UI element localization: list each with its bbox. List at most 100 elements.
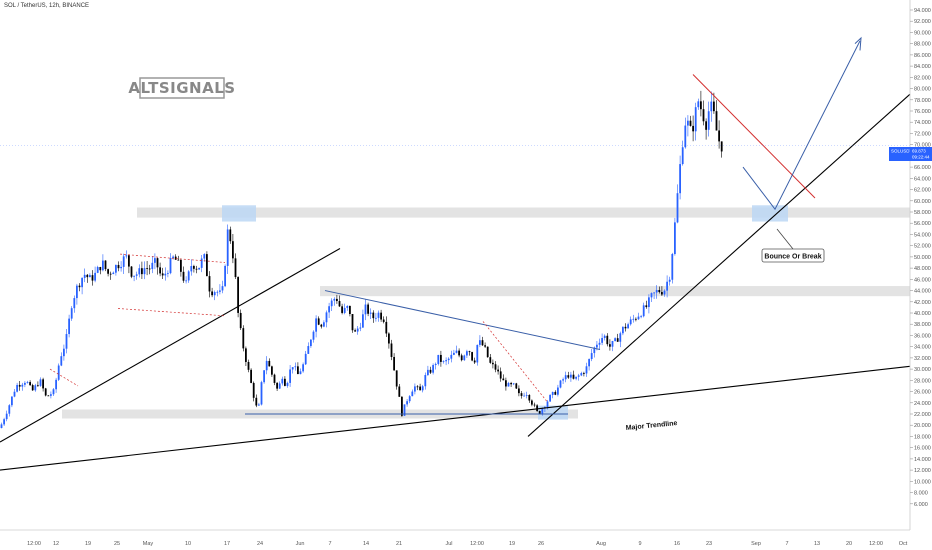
candle-195 xyxy=(507,381,510,387)
bounce-callout: Bounce Or Break xyxy=(761,228,825,263)
candle-87 xyxy=(226,224,229,275)
candle-223 xyxy=(580,371,583,377)
candle-238 xyxy=(619,331,622,348)
candle-104 xyxy=(271,365,273,377)
candle-63 xyxy=(164,267,167,281)
candle-90 xyxy=(234,253,237,280)
candle-35 xyxy=(91,270,94,286)
candle-96 xyxy=(250,368,252,384)
candle-265 xyxy=(689,115,692,127)
candle-267 xyxy=(694,102,697,141)
y-tick-label-14: 66.000 xyxy=(914,165,931,171)
candle-61 xyxy=(159,262,161,277)
candle-8 xyxy=(21,382,24,391)
candle-91 xyxy=(237,276,239,318)
candle-102 xyxy=(265,356,268,375)
x-tick-label-16: Aug xyxy=(596,541,606,547)
candle-127 xyxy=(330,298,333,312)
candle-60 xyxy=(156,257,159,275)
x-tick-label-7: 24 xyxy=(257,541,263,547)
candle-222 xyxy=(577,373,580,381)
highlight-box-0 xyxy=(222,205,256,222)
candle-57 xyxy=(148,264,151,275)
candle-135 xyxy=(351,313,354,333)
x-tick-label-24: 12:00 xyxy=(869,541,883,547)
candle-168 xyxy=(437,354,440,366)
candle-70 xyxy=(182,266,185,283)
y-tick-label-25: 44.000 xyxy=(914,289,931,295)
candle-14 xyxy=(37,381,39,387)
candle-264 xyxy=(687,115,689,137)
x-tick-label-15: 26 xyxy=(538,541,544,547)
candle-163 xyxy=(424,372,427,390)
candle-167 xyxy=(434,362,437,370)
candle-273 xyxy=(710,91,713,122)
candle-176 xyxy=(458,348,460,358)
candle-145 xyxy=(377,310,380,322)
candle-252 xyxy=(655,285,658,299)
y-tick-label-22: 50.000 xyxy=(914,255,931,261)
candle-177 xyxy=(460,353,463,362)
candle-2 xyxy=(5,410,8,422)
candle-173 xyxy=(450,350,453,363)
candle-84 xyxy=(219,284,221,295)
candle-21 xyxy=(55,377,57,393)
candle-263 xyxy=(684,117,687,149)
x-tick-label-21: 7 xyxy=(785,541,788,547)
candle-80 xyxy=(208,271,211,298)
candle-10 xyxy=(26,380,29,384)
y-tick-label-5: 84.000 xyxy=(914,64,931,70)
candle-172 xyxy=(447,357,450,365)
candle-185 xyxy=(481,336,484,347)
y-tick-label-37: 20.000 xyxy=(914,423,931,429)
y-tick-label-8: 78.000 xyxy=(914,98,931,104)
candle-19 xyxy=(50,391,52,399)
candle-251 xyxy=(653,292,655,300)
candle-49 xyxy=(128,254,130,274)
x-tick-label-22: 13 xyxy=(814,541,820,547)
candle-138 xyxy=(359,322,362,332)
candle-44 xyxy=(115,264,117,276)
candle-117 xyxy=(304,350,307,365)
candle-188 xyxy=(489,354,492,364)
trendline-2 xyxy=(527,93,911,437)
candle-76 xyxy=(198,267,200,270)
y-tick-label-6: 82.000 xyxy=(914,75,931,81)
candle-126 xyxy=(328,302,330,319)
candle-260 xyxy=(676,184,679,224)
candle-99 xyxy=(258,402,260,406)
candle-152 xyxy=(395,370,398,390)
candle-202 xyxy=(525,391,528,399)
candle-236 xyxy=(614,337,616,342)
candle-3 xyxy=(8,404,11,417)
candle-171 xyxy=(445,357,447,366)
chart-header: SOL / TetherUS, 12h, BINANCE xyxy=(4,3,89,9)
y-tick-label-32: 30.000 xyxy=(914,367,931,373)
price-badge-price: 69.873 xyxy=(912,149,926,154)
candle-254 xyxy=(661,286,663,297)
y-tick-label-18: 58.000 xyxy=(914,210,931,216)
candle-67 xyxy=(174,254,177,260)
x-tick-label-10: 14 xyxy=(363,541,369,547)
candle-66 xyxy=(172,255,174,260)
candle-36 xyxy=(94,266,96,283)
projection-arrowhead xyxy=(854,36,862,51)
candle-199 xyxy=(518,385,520,397)
candle-116 xyxy=(302,362,304,373)
candle-75 xyxy=(195,265,198,274)
candle-165 xyxy=(429,366,432,375)
y-tick-label-15: 64.000 xyxy=(914,176,931,182)
candle-0 xyxy=(0,422,3,429)
candle-227 xyxy=(590,349,593,362)
candle-121 xyxy=(315,315,317,338)
candle-64 xyxy=(167,270,169,278)
candle-230 xyxy=(598,338,601,350)
candle-129 xyxy=(336,294,338,304)
candle-38 xyxy=(99,266,102,275)
candle-58 xyxy=(151,256,154,274)
candle-56 xyxy=(146,260,148,276)
candle-93 xyxy=(242,325,245,352)
price-badge-countdown: 09:22:44 xyxy=(912,155,930,160)
candle-206 xyxy=(536,404,538,413)
